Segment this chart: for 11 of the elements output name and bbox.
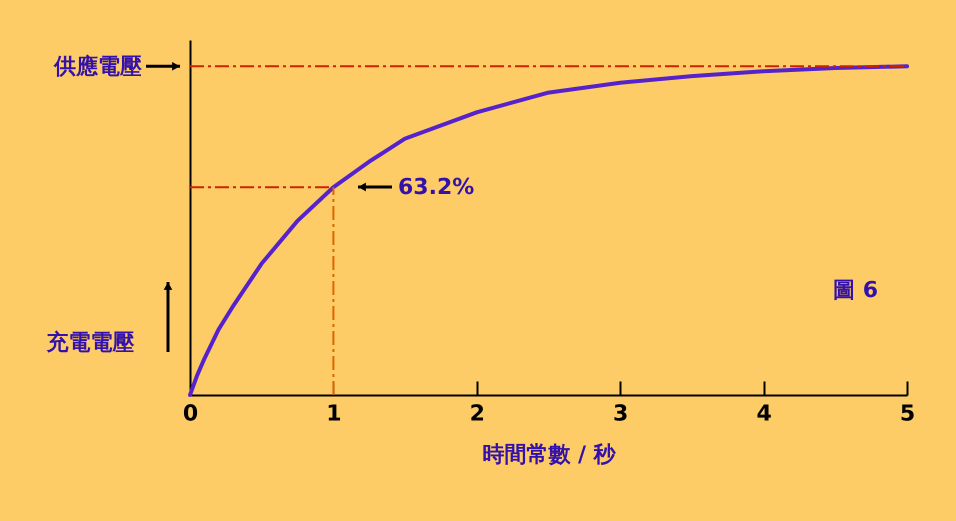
y-axis-title: 充電電壓 — [46, 330, 136, 356]
x-tick-label: 5 — [900, 402, 916, 426]
x-tick-label: 3 — [613, 402, 628, 426]
x-tick-label: 1 — [326, 402, 342, 426]
annotation: 圖 6 — [833, 278, 878, 303]
x-tick-label: 0 — [182, 402, 198, 426]
ref-line-label: 供應電壓 — [53, 53, 143, 80]
annotation: 63.2% — [398, 175, 474, 200]
x-tick-label: 4 — [756, 402, 772, 426]
x-axis-title: 時間常數 / 秒 — [482, 442, 617, 468]
x-tick-label: 2 — [470, 402, 485, 426]
